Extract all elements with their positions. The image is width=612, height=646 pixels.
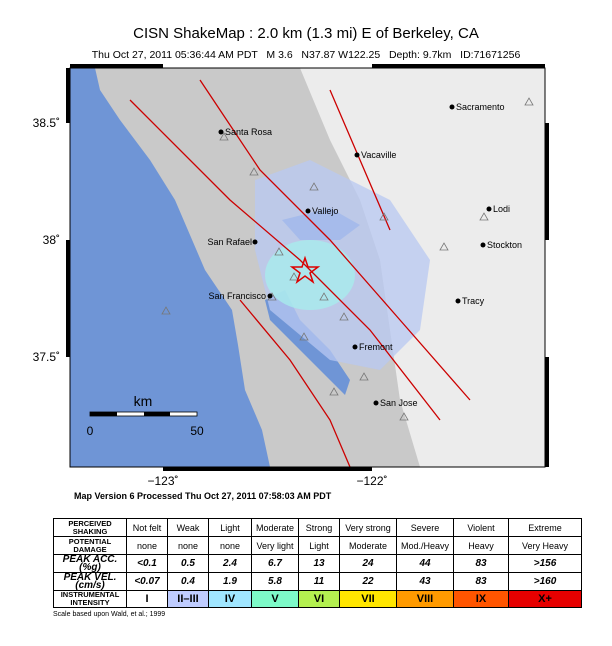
city-label: Stockton <box>487 240 522 250</box>
legend-cell: V <box>251 590 299 608</box>
scale-bar: km 0 50 <box>87 393 204 438</box>
legend-cell: 5.8 <box>251 572 299 591</box>
city-label: Vallejo <box>312 206 338 216</box>
legend-cell: Severe <box>396 518 454 537</box>
legend-cell: <0.07 <box>126 572 168 591</box>
legend-cell: <0.1 <box>126 554 168 573</box>
legend-cell: Moderate <box>251 518 299 537</box>
city-label: Sacramento <box>456 102 505 112</box>
city-label: San Francisco <box>208 291 266 301</box>
legend-cell: Mod./Heavy <box>396 536 454 555</box>
city-label: Lodi <box>493 204 510 214</box>
legend-cell: none <box>167 536 209 555</box>
subtitle: Thu Oct 27, 2011 05:36:44 AM PDT M 3.6 N… <box>92 49 521 61</box>
legend-cell: 44 <box>396 554 454 573</box>
legend-cell: >160 <box>508 572 582 591</box>
legend-row: PEAK VEL.(cm/s) <0.07 0.4 1.9 5.8 11 22 43 83 >16… <box>53 572 582 591</box>
legend-cell: Strong <box>298 518 340 537</box>
title: CISN ShakeMap : 2.0 km (1.3 mi) E of Ber… <box>133 25 479 42</box>
legend-cell: none <box>126 536 168 555</box>
legend-cell: II–III <box>167 590 209 608</box>
lat-label: 38˚ <box>43 233 60 247</box>
legend-cell: 6.7 <box>251 554 299 573</box>
legend-row: PERCEIVED SHAKING Not felt Weak Light Modera… <box>53 518 582 537</box>
city-label: San Jose <box>380 398 418 408</box>
row-header: POTENTIAL DAMAGE <box>53 536 127 555</box>
city-label: San Rafael <box>207 237 252 247</box>
legend-row: POTENTIAL DAMAGE none none none Very light Li… <box>53 536 582 555</box>
city-label: Santa Rosa <box>225 127 272 137</box>
legend-row: INSTRUMENTAL INTENSITY I II–III IV V VI VII VII… <box>53 590 582 608</box>
scale-unit: km <box>134 393 153 409</box>
legend-cell: Very light <box>251 536 299 555</box>
legend-cell: X+ <box>508 590 582 608</box>
legend-cell: I <box>126 590 168 608</box>
legend-cell: 83 <box>453 572 509 591</box>
legend-cell: >156 <box>508 554 582 573</box>
version-note: Map Version 6 Processed Thu Oct 27, 2011… <box>74 491 332 501</box>
lat-label: 38.5˚ <box>33 116 60 130</box>
city-label: Fremont <box>359 342 393 352</box>
legend-cell: 2.4 <box>208 554 252 573</box>
legend-cell: Very Heavy <box>508 536 582 555</box>
legend-cell: Light <box>298 536 340 555</box>
legend-cell: 43 <box>396 572 454 591</box>
legend-cell: 13 <box>298 554 340 573</box>
legend-cell: Extreme <box>508 518 582 537</box>
row-header: PEAK VEL.(cm/s) <box>53 572 127 591</box>
legend-cell: none <box>208 536 252 555</box>
scale-label: 0 <box>87 424 94 438</box>
legend-cell: Heavy <box>453 536 509 555</box>
lat-label: 37.5˚ <box>33 350 60 364</box>
legend-cell: 24 <box>339 554 397 573</box>
lon-label: −123˚ <box>147 474 178 488</box>
legend-cell: 0.5 <box>167 554 209 573</box>
legend-row: PEAK ACC.(%g) <0.1 0.5 2.4 6.7 13 24 44 83 >156 <box>53 554 582 573</box>
legend-cell: VII <box>339 590 397 608</box>
legend-cell: Moderate <box>339 536 397 555</box>
footnote: Scale based upon Wald, et al.; 1999 <box>53 611 166 618</box>
legend-cell: 83 <box>453 554 509 573</box>
legend-cell: VI <box>298 590 340 608</box>
scale-label: 50 <box>190 424 204 438</box>
legend-cell: IX <box>453 590 509 608</box>
legend-cell: Not felt <box>126 518 168 537</box>
row-header: PEAK ACC.(%g) <box>53 554 127 573</box>
legend-cell: Very strong <box>339 518 397 537</box>
row-header: INSTRUMENTAL INTENSITY <box>53 590 127 608</box>
legend-cell: 11 <box>298 572 340 591</box>
legend-cell: 1.9 <box>208 572 252 591</box>
legend-cell: VIII <box>396 590 454 608</box>
legend-cell: Weak <box>167 518 209 537</box>
legend-cell: IV <box>208 590 252 608</box>
legend-cell: Light <box>208 518 252 537</box>
city-label: Tracy <box>462 296 485 306</box>
intensity-legend: PERCEIVED SHAKING Not felt Weak Light Modera… <box>53 518 582 608</box>
row-header: PERCEIVED SHAKING <box>53 518 127 537</box>
map: Sacramento Santa Rosa Vacaville Lodi Val… <box>66 64 549 471</box>
legend-cell: 0.4 <box>167 572 209 591</box>
lon-label: −122˚ <box>356 474 387 488</box>
legend-cell: 22 <box>339 572 397 591</box>
legend-cell: Violent <box>453 518 509 537</box>
city-label: Vacaville <box>361 150 396 160</box>
